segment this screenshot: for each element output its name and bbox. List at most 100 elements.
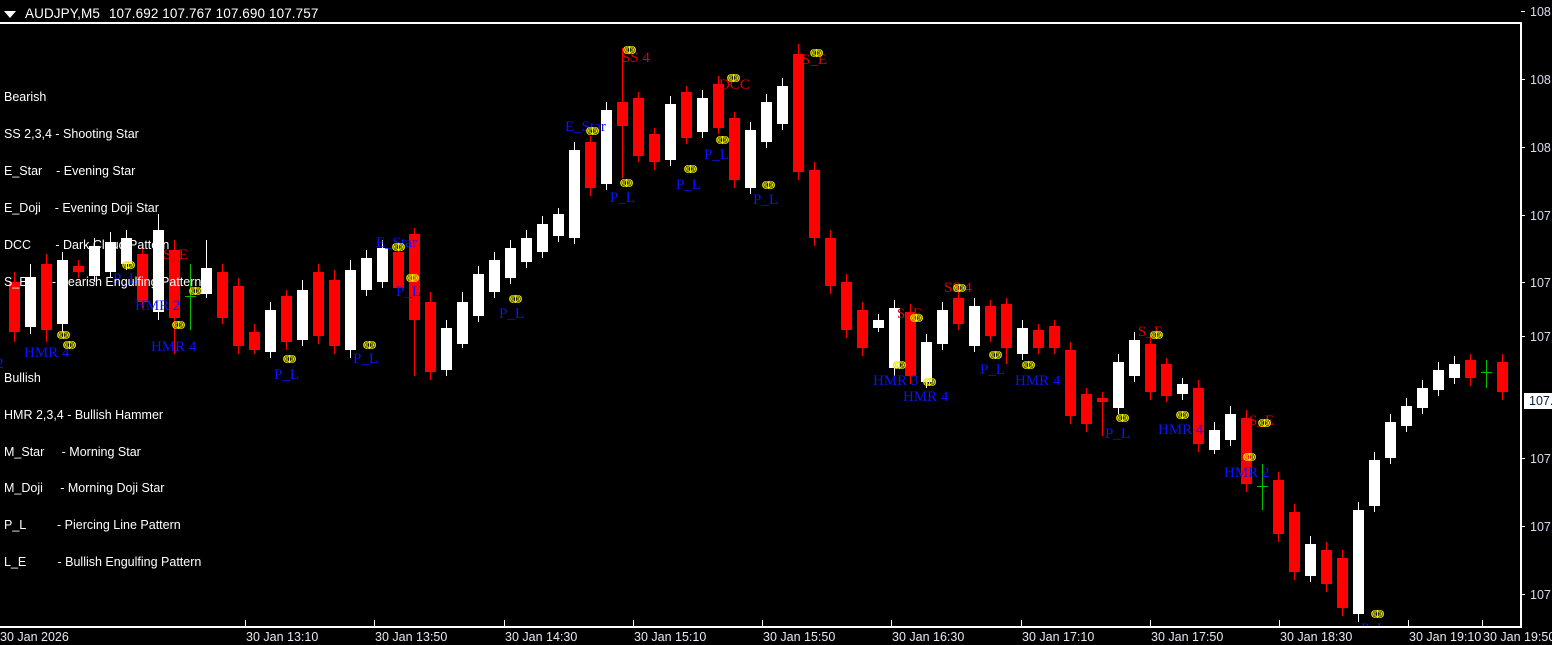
pattern-arrow-icon: ↈ xyxy=(910,311,924,325)
pattern-label: P_L xyxy=(753,192,779,208)
candle-body xyxy=(280,296,292,342)
candle-down xyxy=(1064,342,1076,424)
candle-up xyxy=(1432,362,1444,396)
candle-body xyxy=(1352,510,1364,614)
candle-up xyxy=(1448,356,1460,384)
pattern-arrow-icon: ↈ xyxy=(716,133,730,147)
candle-up xyxy=(152,214,164,320)
x-axis-tick-mark xyxy=(374,620,375,628)
candle-down xyxy=(232,278,244,354)
x-axis-tick-label: 30 Jan 14:30 xyxy=(505,630,578,644)
candle-body xyxy=(264,310,276,352)
candle-up xyxy=(936,302,948,350)
candle-body xyxy=(600,110,612,184)
y-axis-tick-label: 107.757 xyxy=(1529,394,1552,408)
pattern-label: E_Star xyxy=(376,235,417,251)
pattern-arrow-icon: ↈ xyxy=(893,358,907,372)
candle-up xyxy=(600,102,612,190)
pattern-arrow-icon: ↈ xyxy=(762,178,776,192)
legend-bearish-row: E_Doji - Evening Doji Star xyxy=(4,200,159,215)
candle-body xyxy=(616,102,628,126)
candle-down xyxy=(408,228,420,376)
candle-body xyxy=(1304,544,1316,576)
candle-up xyxy=(376,240,388,288)
candle-down xyxy=(1160,358,1172,402)
candle-down xyxy=(792,44,804,180)
legend-bullish-row: M_Doji - Morning Doji Star xyxy=(4,481,165,496)
candle-body xyxy=(1384,422,1396,458)
candle-down xyxy=(984,300,996,342)
pattern-label: S_E xyxy=(1249,413,1275,429)
candle-body xyxy=(328,280,340,346)
x-axis-tick-label: 30 Jan 13:10 xyxy=(246,630,319,644)
candle-down xyxy=(1496,354,1508,400)
candle-up xyxy=(520,230,532,268)
candle-body xyxy=(648,134,660,162)
triangle-down-icon[interactable] xyxy=(4,10,16,18)
current-price-label: 107.757 xyxy=(1524,393,1552,409)
y-axis-tick-label: 107.60 xyxy=(1530,520,1552,534)
candle-up xyxy=(1128,332,1140,382)
pattern-label: HMR 4 xyxy=(151,339,197,355)
candle-down xyxy=(1032,324,1044,354)
candle-down xyxy=(1464,354,1476,386)
candle-body xyxy=(232,286,244,346)
candle-body xyxy=(536,224,548,252)
candle-body xyxy=(168,250,180,318)
candle-up xyxy=(1224,406,1236,446)
candle-down xyxy=(1240,410,1252,492)
x-axis-tick: 30 Jan 17:50 xyxy=(1150,620,1223,645)
candle-down xyxy=(1288,504,1300,580)
candle-up xyxy=(504,240,516,284)
candle-down xyxy=(328,270,340,354)
candle-up xyxy=(1208,422,1220,454)
candle-up xyxy=(888,300,900,376)
pattern-label: S_E xyxy=(802,52,828,68)
chart-titlebar: AUDJPY,M5 107.692 107.767 107.690 107.75… xyxy=(0,0,1552,26)
y-axis-tick-mark xyxy=(1521,282,1525,283)
candle-up xyxy=(488,252,500,298)
candle-up xyxy=(56,252,68,332)
y-axis-price-scale[interactable]: 108.20 108.12 108.05 107.97 107.90 107.82 107.… xyxy=(1521,0,1552,645)
candle-down xyxy=(1000,298,1012,364)
pattern-label: 2 xyxy=(0,357,4,372)
candle-body xyxy=(1208,430,1220,450)
legend-bearish-title: Bearish xyxy=(4,90,47,105)
candle-body xyxy=(664,104,676,160)
candle-body xyxy=(520,238,532,262)
legend-bearish-row: DCC - Dark Cloud Pattern xyxy=(4,237,170,252)
pattern-arrow-icon: ↈ xyxy=(623,43,637,57)
pattern-arrow-icon: ↈ xyxy=(1116,411,1130,425)
candle-body xyxy=(376,248,388,282)
legend-bullish-row: M_Star - Morning Star xyxy=(4,444,141,459)
candle-down xyxy=(168,240,180,354)
y-axis-tick-mark xyxy=(1521,79,1525,80)
candle-body xyxy=(152,230,164,312)
pattern-label: DCC xyxy=(719,77,750,93)
candle-body xyxy=(360,258,372,290)
y-axis-tick-mark xyxy=(1521,336,1525,337)
y-axis-tick-mark xyxy=(1521,215,1525,216)
y-axis-tick-label: 108.20 xyxy=(1530,5,1552,19)
pattern-arrow-icon: ↈ xyxy=(810,46,824,60)
x-axis-time-scale[interactable]: 30 Jan 2026 30 Jan 13:10 30 Jan 13:50 30 Ja… xyxy=(0,620,1552,645)
candle-down xyxy=(280,290,292,350)
candle-body xyxy=(72,266,84,272)
candle-down xyxy=(904,304,916,384)
pattern-label: P_L xyxy=(274,367,300,383)
candle-down xyxy=(808,162,820,246)
symbol-label: AUDJPY,M5 xyxy=(25,5,100,21)
pattern-label: HMR 3 xyxy=(873,373,919,389)
candle-up xyxy=(24,264,36,334)
x-axis-tick-label: 30 Jan 16:30 xyxy=(892,630,965,644)
candle-down xyxy=(1048,320,1060,354)
y-axis-tick-mark xyxy=(1521,11,1525,12)
legend-bullish-row: HMR 2,3,4 - Bullish Hammer xyxy=(4,407,164,422)
y-axis-tick-mark xyxy=(1521,594,1525,595)
candle-body xyxy=(1368,460,1380,506)
candle-down xyxy=(1080,388,1092,432)
candle-body xyxy=(760,102,772,142)
candle-body xyxy=(1400,406,1412,426)
candle-body xyxy=(24,277,36,327)
